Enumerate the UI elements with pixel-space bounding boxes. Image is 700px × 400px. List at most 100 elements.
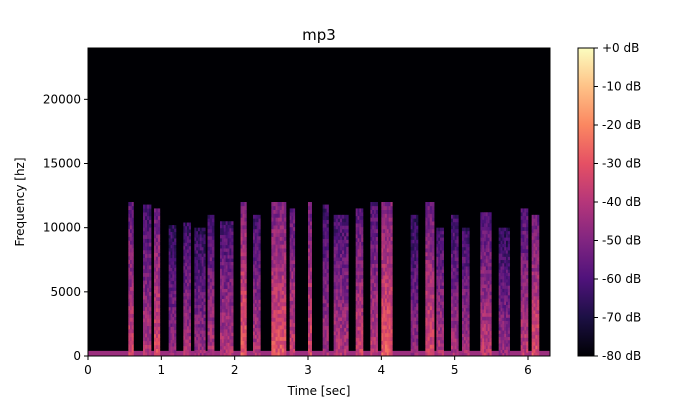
spectrogram-cell (143, 302, 146, 308)
spectrogram-cell (211, 320, 215, 325)
spectrogram-cell (293, 304, 296, 309)
spectrogram-cell (427, 286, 431, 291)
spectrogram-cell (199, 314, 202, 318)
spectrogram-cell (390, 259, 393, 264)
spectrogram-cell (174, 280, 177, 285)
spectrogram-cell (128, 340, 131, 345)
spectrogram-cell (506, 323, 509, 328)
spectrogram-cell (199, 330, 202, 334)
spectrogram-cell (484, 294, 487, 299)
spectrogram-cell (254, 331, 257, 336)
spectrogram-cell (502, 227, 505, 232)
spectrogram-cell (275, 309, 278, 314)
spectrogram-cell (279, 202, 283, 207)
spectrogram-cell (335, 303, 339, 307)
spectrogram-cell (130, 228, 133, 234)
spectrogram-cell (438, 288, 441, 293)
spectrogram-cell (335, 313, 339, 318)
spectrogram-cell (168, 316, 171, 321)
spectrogram-cell (487, 276, 490, 281)
spectrogram-cell (281, 217, 285, 222)
spectrogram-cell (482, 215, 485, 220)
spectrogram-cell (185, 332, 188, 337)
spectrogram-cell (203, 269, 206, 273)
spectrogram-cell (374, 286, 377, 291)
spectrogram-cell (231, 234, 234, 239)
spectrogram-cell (326, 238, 329, 243)
spectrogram-cell (131, 205, 134, 210)
spectrogram-cell (223, 288, 226, 293)
spectrogram-cell (383, 286, 386, 291)
spectrogram-cell (155, 241, 159, 246)
spectrogram-cell (130, 259, 133, 264)
spectrogram-cell (381, 263, 384, 268)
spectrogram-cell (526, 256, 529, 261)
spectrogram-cell (309, 340, 312, 345)
spectrogram-cell (143, 272, 146, 277)
spectrogram-cell (281, 236, 285, 241)
spectrogram-cell (227, 241, 230, 246)
spectrogram-cell (537, 236, 540, 240)
spectrogram-cell (526, 333, 529, 338)
spectrogram-cell (429, 217, 433, 222)
spectrogram-cell (374, 279, 377, 284)
spectrogram-cell (427, 263, 431, 268)
spectrogram-cell (507, 269, 510, 273)
spectrogram-cell (410, 274, 413, 279)
spectrogram-cell (533, 271, 536, 276)
spectrogram-cell (504, 327, 507, 331)
spectrogram-cell (452, 352, 455, 356)
spectrogram-cell (429, 309, 433, 314)
spectrogram-cell (531, 334, 534, 339)
spectrogram-cell (203, 262, 206, 267)
spectrogram-cell (462, 343, 465, 347)
spectrogram-cell (342, 306, 345, 311)
spectrogram-cell (256, 317, 259, 322)
spectrogram-cell (131, 232, 134, 237)
spectrogram-cell (465, 237, 468, 241)
spectrogram-cell (355, 289, 358, 294)
spectrogram-cell (427, 325, 431, 330)
spectrogram-cell (522, 282, 525, 287)
spectrogram-cell (484, 345, 487, 350)
spectrogram-cell (231, 329, 234, 333)
spectrogram-cell (221, 298, 225, 303)
spectrogram-cell (429, 332, 433, 338)
spectrogram-cell (253, 317, 256, 322)
spectrogram-cell (441, 269, 444, 273)
spectrogram-cell (271, 309, 274, 314)
spectrogram-cell (452, 310, 455, 314)
spectrogram-cell (240, 313, 243, 318)
spectrogram-cell (374, 332, 377, 338)
spectrogram-cell (174, 257, 177, 262)
spectrogram-cell (203, 250, 206, 254)
spectrogram-cell (504, 246, 507, 251)
spectrogram-cell (381, 267, 384, 272)
spectrogram-cell (149, 257, 152, 262)
spectrogram-cell (291, 352, 294, 356)
spectrogram-cell (440, 282, 443, 286)
spectrogram-cell (487, 237, 490, 242)
spectrogram-cell (168, 280, 171, 285)
spectrogram-cell (355, 226, 358, 231)
spectrogram-cell (229, 281, 232, 286)
spectrogram-cell (436, 291, 439, 296)
spectrogram-cell (375, 236, 378, 241)
spectrogram-cell (522, 311, 525, 316)
spectrogram-cell (522, 352, 525, 356)
spectrogram-cell (174, 274, 177, 278)
spectrogram-cell (342, 232, 345, 237)
spectrogram-cell (203, 227, 206, 232)
spectrogram-cell (289, 341, 292, 346)
spectrogram-cell (506, 330, 509, 334)
spectrogram-cell (221, 234, 225, 239)
spectrogram-cell (145, 265, 148, 270)
spectrogram-cell (451, 345, 454, 350)
spectrogram-cell (155, 352, 159, 356)
spectrogram-cell (207, 341, 211, 346)
spectrogram-cell (157, 289, 161, 294)
spectrogram-cell (281, 213, 285, 218)
spectrogram-cell (155, 285, 159, 290)
spectrogram-cell (253, 320, 256, 325)
spectrogram-cell (482, 273, 485, 278)
